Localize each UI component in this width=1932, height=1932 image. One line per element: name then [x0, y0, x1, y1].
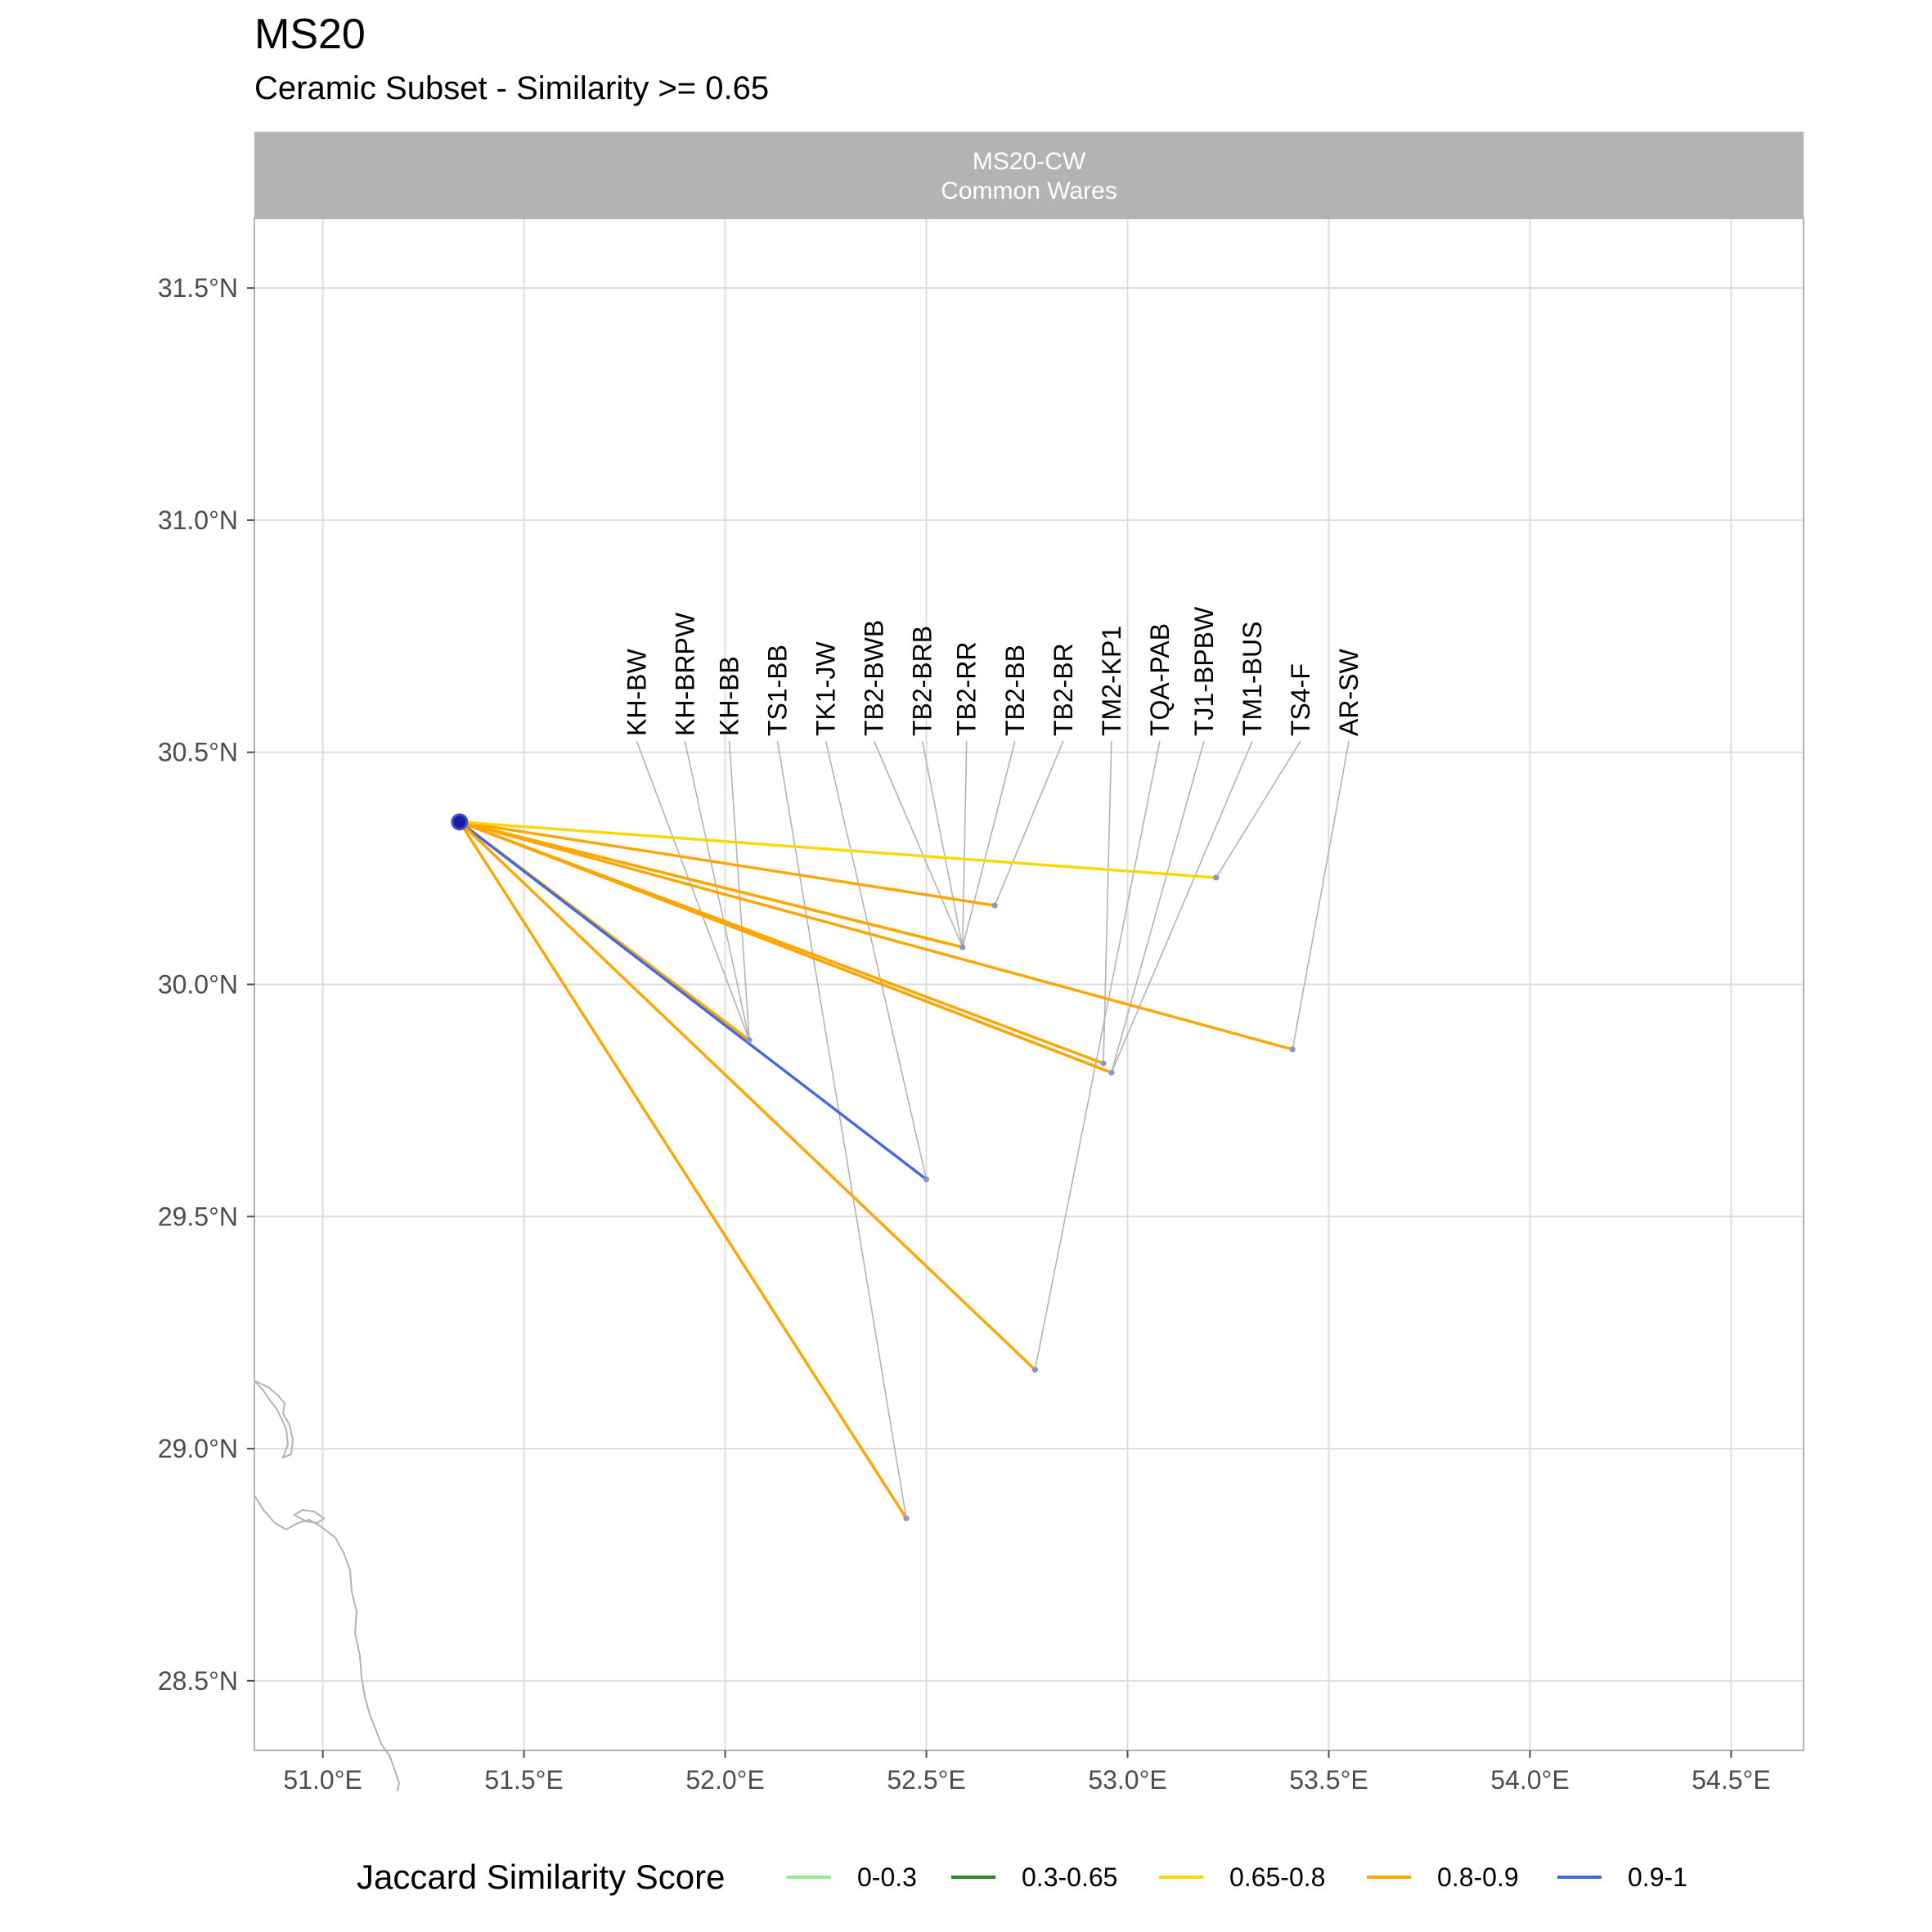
site-label: KH-BB	[714, 656, 744, 736]
legend-label: 0-0.3	[857, 1862, 917, 1892]
coastline	[254, 1380, 401, 1792]
site-point	[1031, 1366, 1038, 1373]
y-tick-label: 28.5°N	[158, 1666, 238, 1696]
site-label: TB2-BB	[1000, 645, 1030, 736]
legend-title: Jaccard Similarity Score	[357, 1858, 725, 1896]
site-label: TB2-BWB	[860, 620, 889, 736]
x-tick-label: 52.5°E	[887, 1765, 965, 1795]
legend-label: 0.65-0.8	[1229, 1862, 1325, 1892]
y-tick-label: 31.0°N	[158, 505, 238, 535]
y-tick-label: 29.0°N	[158, 1434, 238, 1463]
site-label: TS1-BB	[763, 645, 793, 736]
legend: Jaccard Similarity Score 0-0.3 0.3-0.65 0.6…	[357, 1858, 1687, 1896]
site-points	[746, 874, 1296, 1521]
site-label: TJ1-BPBW	[1189, 606, 1219, 736]
label-leaders	[636, 740, 1350, 1519]
connection-line	[458, 820, 1218, 879]
site-label: TB2-BR	[1049, 643, 1078, 736]
label-leader-line	[1034, 740, 1161, 1370]
site-label: TM2-KP1	[1097, 626, 1126, 736]
x-tick-label: 51.0°E	[283, 1765, 362, 1795]
origin-site	[451, 813, 469, 831]
site-label: TS4-F	[1286, 663, 1315, 736]
legend-label: 0.9-1	[1628, 1862, 1687, 1892]
x-tick-label: 53.5°E	[1289, 1765, 1368, 1795]
label-leader-line	[636, 740, 750, 1040]
label-leader-line	[1111, 740, 1205, 1073]
site-point	[903, 1515, 910, 1521]
label-leader-line	[994, 740, 1064, 906]
site-point	[746, 1037, 753, 1044]
label-leader-line	[1103, 740, 1112, 1064]
label-leader-line	[1111, 740, 1253, 1073]
y-axis: 28.5°N 29.0°N 29.5°N 30.0°N 30.5°N 31.0°N 31.5…	[158, 273, 254, 1696]
label-leader-line	[1292, 740, 1350, 1050]
x-tick-label: 54.0°E	[1490, 1765, 1569, 1795]
site-point	[991, 902, 998, 909]
y-tick-label: 30.5°N	[158, 738, 238, 767]
coastline-outline	[254, 1380, 401, 1792]
y-tick-label: 29.5°N	[158, 1202, 238, 1231]
connection-line	[458, 820, 964, 949]
x-axis: 51.0°E 51.5°E 52.0°E 52.5°E 53.0°E 53.5°E 54.0…	[283, 1750, 1771, 1795]
site-point	[1289, 1046, 1296, 1053]
connection-line	[458, 820, 908, 1520]
chart-subtitle: Ceramic Subset - Similarity >= 0.65	[254, 70, 770, 106]
y-tick-label: 31.5°N	[158, 273, 238, 303]
site-label: TK1-JW	[811, 641, 841, 736]
coastline-inlet	[293, 1508, 326, 1525]
facet-strip-line2: Common Wares	[941, 177, 1117, 204]
origin-point	[451, 813, 469, 831]
site-label: AR-SW	[1334, 649, 1364, 736]
site-label: TM1-BUS	[1238, 622, 1267, 736]
label-leader-line	[873, 740, 964, 948]
connection-line	[458, 820, 1113, 1075]
site-labels: KH-BW KH-BRPW KH-BB TS1-BB TK1-JW TB2-BWB TB2-…	[622, 606, 1364, 736]
site-point	[923, 1176, 930, 1183]
label-leader-line	[684, 740, 750, 1040]
chart-title: MS20	[254, 11, 366, 58]
legend-label: 0.3-0.65	[1022, 1862, 1117, 1892]
site-label: TB2-BRB	[908, 626, 937, 736]
x-tick-label: 54.5°E	[1692, 1765, 1770, 1795]
connection-line	[458, 820, 928, 1181]
label-leader-line	[824, 740, 928, 1180]
legend-label: 0.8-0.9	[1437, 1862, 1519, 1892]
label-leader-line	[962, 740, 968, 948]
similarity-connections	[458, 820, 1294, 1520]
site-label: KH-BW	[622, 649, 651, 736]
connection-line	[458, 820, 1294, 1051]
label-leader-line	[921, 740, 964, 948]
connection-line	[458, 820, 996, 907]
y-tick-label: 30.0°N	[158, 970, 238, 1000]
label-leader-line	[962, 740, 1016, 948]
site-label: TB2-RR	[952, 641, 982, 736]
facet-strip: MS20-CW Common Wares	[254, 132, 1804, 218]
label-leader-line	[776, 740, 907, 1519]
site-point	[1213, 874, 1220, 881]
x-tick-label: 51.5°E	[484, 1765, 563, 1795]
site-point	[1100, 1060, 1107, 1067]
site-point	[959, 944, 966, 950]
grid-lines	[254, 218, 1804, 1750]
label-leader-line	[1215, 740, 1301, 878]
site-label: TQA-PAB	[1145, 623, 1175, 736]
site-point	[1108, 1069, 1115, 1076]
site-label: KH-BRPW	[670, 612, 699, 736]
facet-strip-line1: MS20-CW	[973, 148, 1086, 175]
x-tick-label: 53.0°E	[1088, 1765, 1166, 1795]
facet-strip-background	[254, 132, 1804, 218]
x-tick-label: 52.0°E	[685, 1765, 764, 1795]
connection-line	[458, 820, 1037, 1372]
